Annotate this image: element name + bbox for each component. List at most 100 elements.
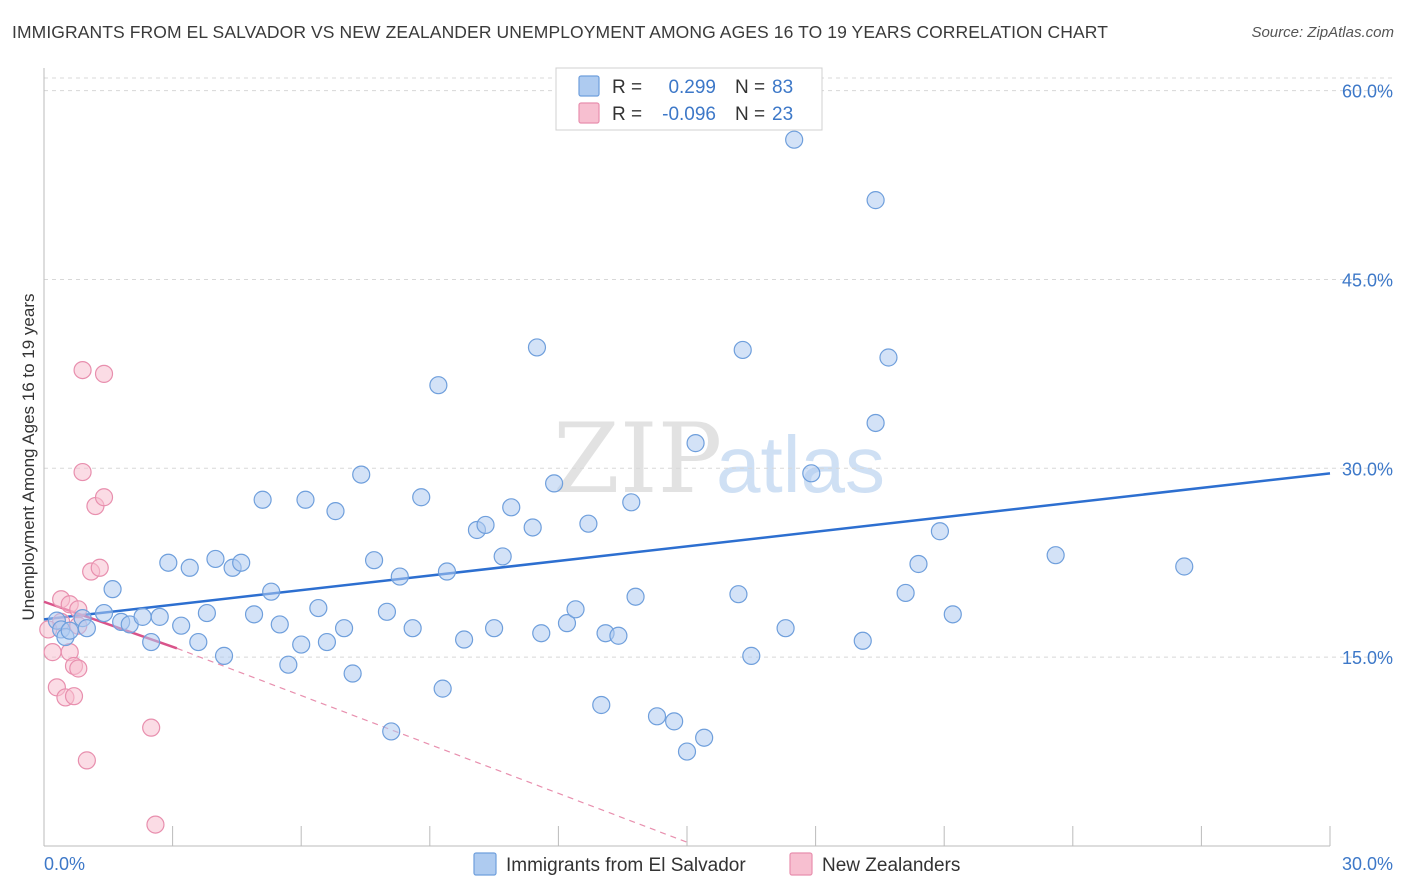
chart-title: IMMIGRANTS FROM EL SALVADOR VS NEW ZEALA… xyxy=(12,22,1108,42)
y-axis-label: Unemployment Among Ages 16 to 19 years xyxy=(19,294,38,621)
data-point-immigrants-el-salvador xyxy=(262,582,281,601)
data-point-immigrants-el-salvador xyxy=(622,493,641,512)
trend-lines xyxy=(43,472,1331,843)
data-point-immigrants-el-salvador xyxy=(686,434,705,453)
data-point-immigrants-el-salvador xyxy=(532,624,551,643)
bottom-legend-swatch-blue xyxy=(473,852,497,876)
data-point-immigrants-el-salvador xyxy=(677,742,697,761)
legend-n-label: N = xyxy=(735,77,765,98)
data-point-immigrants-el-salvador xyxy=(244,605,264,624)
data-point-immigrants-el-salvador xyxy=(206,549,225,569)
legend-frame xyxy=(555,67,823,131)
data-point-immigrants-el-salvador xyxy=(776,619,795,638)
data-point-new-zealanders xyxy=(94,364,114,383)
data-point-new-zealanders xyxy=(69,659,88,678)
data-point-immigrants-el-salvador xyxy=(866,191,885,210)
series-immigrants-el-salvador xyxy=(47,130,1194,761)
data-point-new-zealanders xyxy=(142,718,161,737)
series-legend: Immigrants from El Salvador New Zealande… xyxy=(473,852,960,876)
data-point-immigrants-el-salvador xyxy=(1175,557,1194,576)
legend-swatch-blue xyxy=(578,75,600,97)
data-point-immigrants-el-salvador xyxy=(382,722,401,741)
data-point-immigrants-el-salvador xyxy=(150,607,169,626)
data-point-new-zealanders xyxy=(90,558,109,577)
bottom-legend-label-pink: New Zealanders xyxy=(822,855,960,876)
data-point-immigrants-el-salvador xyxy=(433,679,452,698)
data-point-new-zealanders xyxy=(43,643,62,662)
data-point-new-zealanders xyxy=(64,687,84,706)
data-point-immigrants-el-salvador xyxy=(352,465,371,484)
data-point-immigrants-el-salvador xyxy=(943,605,962,624)
y-tick-label: 15.0% xyxy=(1342,648,1393,668)
data-point-immigrants-el-salvador xyxy=(317,632,337,652)
data-point-immigrants-el-salvador xyxy=(390,567,409,586)
y-tick-label: 60.0% xyxy=(1342,82,1393,102)
data-point-immigrants-el-salvador xyxy=(364,551,384,570)
data-point-immigrants-el-salvador xyxy=(60,621,79,640)
data-point-immigrants-el-salvador xyxy=(802,464,821,483)
data-point-immigrants-el-salvador xyxy=(729,585,748,604)
data-point-immigrants-el-salvador xyxy=(232,553,251,572)
data-point-immigrants-el-salvador xyxy=(172,616,191,635)
trend-line-pink-extension xyxy=(176,647,688,843)
data-point-immigrants-el-salvador xyxy=(103,580,122,599)
legend-r-value-blue: 0.299 xyxy=(668,77,716,98)
legend-n-value-blue: 83 xyxy=(772,77,793,98)
x-tick-label: 30.0% xyxy=(1342,854,1393,874)
data-point-immigrants-el-salvador xyxy=(296,490,315,509)
legend-n-value-pink: 23 xyxy=(772,104,793,125)
data-point-immigrants-el-salvador xyxy=(896,583,915,603)
legend-n-label: N = xyxy=(735,104,765,125)
data-point-immigrants-el-salvador xyxy=(493,547,512,566)
legend-r-label: R = xyxy=(612,77,642,98)
x-tick-label: 0.0% xyxy=(44,854,85,874)
y-tick-label: 45.0% xyxy=(1342,270,1393,290)
data-point-immigrants-el-salvador xyxy=(437,562,457,581)
data-point-new-zealanders xyxy=(73,360,92,380)
data-point-immigrants-el-salvador xyxy=(377,602,397,621)
data-point-immigrants-el-salvador xyxy=(609,626,628,645)
data-point-immigrants-el-salvador xyxy=(429,376,448,395)
y-tick-labels: 15.0% 30.0% 45.0% 60.0% xyxy=(1342,82,1393,669)
data-point-immigrants-el-salvador xyxy=(159,553,178,572)
data-point-immigrants-el-salvador xyxy=(545,474,564,493)
y-tick-label: 30.0% xyxy=(1342,459,1393,479)
bottom-legend-label-blue: Immigrants from El Salvador xyxy=(506,855,746,876)
data-point-immigrants-el-salvador xyxy=(326,502,345,521)
data-point-immigrants-el-salvador xyxy=(292,635,311,654)
data-point-immigrants-el-salvador xyxy=(853,631,872,650)
x-tick-labels: 0.0% 30.0% xyxy=(44,854,1393,874)
legend-r-value-pink: -0.096 xyxy=(662,104,716,125)
data-point-immigrants-el-salvador xyxy=(197,603,216,623)
data-point-immigrants-el-salvador xyxy=(485,619,504,638)
data-point-immigrants-el-salvador xyxy=(502,498,521,517)
data-point-new-zealanders xyxy=(146,815,165,834)
data-point-immigrants-el-salvador xyxy=(309,598,328,618)
data-point-immigrants-el-salvador xyxy=(476,515,495,535)
data-point-immigrants-el-salvador xyxy=(733,340,752,360)
legend-r-label: R = xyxy=(612,104,642,125)
data-point-immigrants-el-salvador xyxy=(214,646,234,665)
data-point-immigrants-el-salvador xyxy=(133,607,152,626)
data-point-immigrants-el-salvador xyxy=(566,600,585,619)
data-point-immigrants-el-salvador xyxy=(253,490,272,509)
data-point-immigrants-el-salvador xyxy=(412,488,431,507)
data-point-immigrants-el-salvador xyxy=(77,619,96,638)
data-point-immigrants-el-salvador xyxy=(592,695,611,715)
data-point-immigrants-el-salvador xyxy=(142,632,161,652)
data-point-immigrants-el-salvador xyxy=(403,619,422,638)
data-point-new-zealanders xyxy=(94,488,114,507)
axes xyxy=(43,68,1331,847)
data-point-immigrants-el-salvador xyxy=(695,728,714,747)
data-point-immigrants-el-salvador xyxy=(879,348,898,367)
data-point-immigrants-el-salvador xyxy=(557,614,577,633)
data-point-immigrants-el-salvador xyxy=(343,664,362,683)
data-point-immigrants-el-salvador xyxy=(665,712,684,731)
data-point-immigrants-el-salvador xyxy=(94,603,114,623)
data-point-immigrants-el-salvador xyxy=(454,630,474,649)
data-point-immigrants-el-salvador xyxy=(189,632,208,652)
data-point-new-zealanders xyxy=(73,462,92,482)
data-point-immigrants-el-salvador xyxy=(626,587,645,606)
data-point-immigrants-el-salvador xyxy=(180,558,199,577)
data-point-immigrants-el-salvador xyxy=(785,130,804,149)
